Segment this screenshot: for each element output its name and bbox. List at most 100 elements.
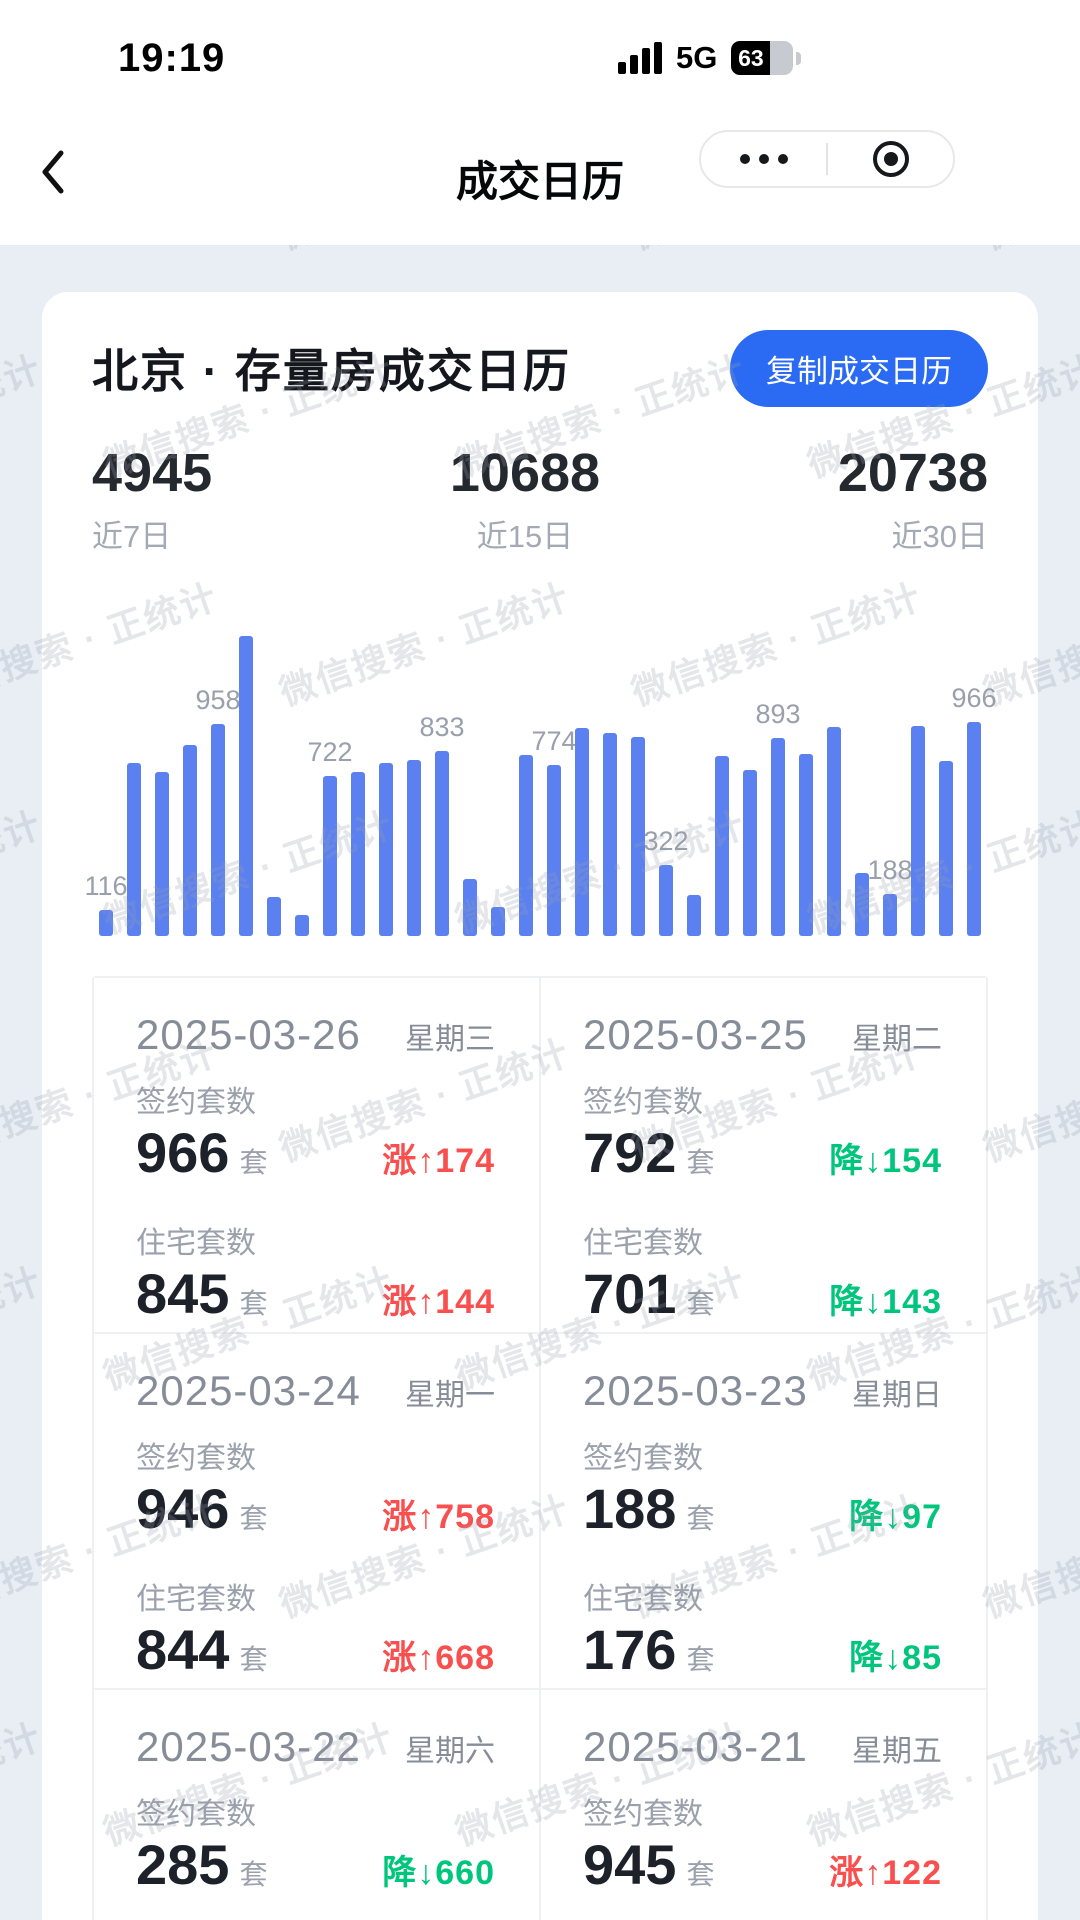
chart-bar bbox=[155, 772, 169, 937]
change-word: 降 bbox=[829, 1142, 865, 1181]
chart-bar bbox=[827, 727, 841, 937]
chart-bar-slot: 774 bbox=[531, 726, 577, 937]
chart-bar-slot bbox=[680, 895, 708, 937]
chart-bar-slot: 116 bbox=[84, 871, 128, 937]
metric-label: 签约套数 bbox=[136, 1442, 256, 1476]
chart-bar bbox=[547, 765, 561, 937]
chart-bar-slot bbox=[484, 907, 512, 937]
card-date-row: 2025-03-21 星期五 bbox=[583, 1724, 942, 1770]
summary-label: 近30日 bbox=[891, 519, 988, 555]
metric-change: 涨↑174 bbox=[382, 1130, 495, 1192]
status-bar: 19:19 5G 63 bbox=[0, 0, 1080, 100]
summary-value: 10688 bbox=[449, 443, 601, 503]
card-date: 2025-03-25 bbox=[583, 1011, 808, 1059]
metric-value-group: 845 套 bbox=[136, 1263, 268, 1332]
chart-bar bbox=[407, 760, 421, 937]
chart-bar-slot bbox=[148, 772, 176, 937]
nav-bar: 成交日历 bbox=[0, 100, 1080, 245]
chart-bar bbox=[239, 636, 253, 937]
metric-unit: 套 bbox=[686, 1288, 715, 1320]
card-weekday: 星期二 bbox=[852, 1023, 942, 1057]
metric-label: 签约套数 bbox=[583, 1086, 703, 1120]
metric-change: 降↓154 bbox=[829, 1130, 942, 1192]
metric-change: 降↓660 bbox=[382, 1842, 495, 1904]
chart-bar-label: 188 bbox=[867, 855, 913, 886]
summary-row: 4945 近7日 10688 近15日 20738 近30日 bbox=[92, 443, 988, 556]
day-card: 2025-03-26 星期三 签约套数 966 套涨↑174 住宅套数 845 套涨↑144 bbox=[94, 978, 541, 1335]
chart-bar bbox=[967, 722, 981, 937]
card-weekday: 星期三 bbox=[405, 1023, 495, 1057]
chart-bar-slot bbox=[260, 897, 288, 937]
metric-value-group: 946 套 bbox=[136, 1478, 267, 1555]
miniprogram-capsule bbox=[699, 130, 955, 188]
chart-bar-slot bbox=[176, 745, 204, 937]
change-word: 降 bbox=[382, 1854, 418, 1893]
metric-row: 945 套 涨↑122 bbox=[583, 1834, 942, 1911]
chart-bar-slot bbox=[372, 763, 400, 937]
close-home-button[interactable] bbox=[828, 132, 953, 186]
metric-value: 285 bbox=[136, 1833, 230, 1897]
chart-bar-slot bbox=[820, 727, 848, 937]
metric-row: 946 套 涨↑758 bbox=[136, 1478, 495, 1555]
chevron-left-icon bbox=[42, 150, 64, 194]
change-word: 降 bbox=[829, 1283, 865, 1322]
metric-value-group: 285 套 bbox=[136, 1834, 267, 1911]
change-word: 降 bbox=[849, 1639, 885, 1678]
chart-bar-slot: 722 bbox=[307, 737, 353, 937]
metric-unit: 套 bbox=[686, 1147, 715, 1179]
chart-bar bbox=[855, 873, 869, 937]
metric-change: 降↓85 bbox=[849, 1627, 942, 1688]
chart-bar-label: 966 bbox=[951, 683, 997, 714]
chart-bar bbox=[883, 894, 897, 937]
back-button[interactable] bbox=[38, 144, 82, 200]
metric-change: 涨↑668 bbox=[382, 1627, 495, 1688]
chart-bar-slot bbox=[400, 760, 428, 937]
watermark-text: 微信搜索 · 正统计 bbox=[0, 347, 48, 485]
chart-bar-slot bbox=[344, 772, 372, 937]
card-date: 2025-03-26 bbox=[136, 1011, 361, 1059]
metric-value: 946 bbox=[136, 1477, 230, 1541]
chart-bar bbox=[631, 737, 645, 937]
chart-bar bbox=[519, 755, 533, 937]
chart-bar-slot bbox=[512, 755, 540, 937]
metric-label: 签约套数 bbox=[136, 1798, 256, 1832]
metric-value: 701 bbox=[583, 1262, 677, 1326]
metric-change: 降↓97 bbox=[849, 1486, 942, 1548]
chart-bar bbox=[211, 724, 225, 937]
day-card: 2025-03-25 星期二 签约套数 792 套降↓154 住宅套数 701 套降↓143 bbox=[541, 978, 988, 1335]
metric-change: 涨↑144 bbox=[382, 1271, 495, 1332]
copy-calendar-button[interactable]: 复制成交日历 bbox=[730, 329, 988, 407]
change-amount: 122 bbox=[882, 1854, 942, 1893]
metric-value-group: 844 套 bbox=[136, 1618, 267, 1688]
battery-percent: 63 bbox=[731, 41, 771, 75]
metric-label: 住宅套数 bbox=[583, 1227, 703, 1261]
metric-unit: 套 bbox=[239, 1288, 268, 1320]
change-arrow-icon: ↓ bbox=[417, 1854, 436, 1893]
more-button[interactable] bbox=[701, 132, 826, 186]
card-date-row: 2025-03-22 星期六 bbox=[136, 1724, 495, 1770]
chart-bar-label: 722 bbox=[307, 737, 353, 768]
metric-value-group: 966 套 bbox=[136, 1122, 267, 1199]
card-weekday: 星期六 bbox=[405, 1735, 495, 1769]
chart-bar bbox=[267, 897, 281, 937]
card-date-row: 2025-03-26 星期三 bbox=[136, 1012, 495, 1058]
change-amount: 85 bbox=[902, 1639, 942, 1678]
change-word: 涨 bbox=[382, 1639, 418, 1678]
day-cards-grid: 2025-03-26 星期三签约套数 966 套 涨↑174 住宅套数 845 套 涨↑144 2… bbox=[92, 976, 988, 1920]
chart-bar bbox=[491, 907, 505, 937]
chart-bar-slot bbox=[288, 915, 316, 937]
status-indicators: 5G 63 bbox=[618, 40, 802, 76]
change-amount: 668 bbox=[435, 1639, 495, 1678]
metric-change: 降↓143 bbox=[829, 1271, 942, 1332]
metric-value: 844 bbox=[136, 1618, 230, 1682]
card-date-row: 2025-03-24 星期一 bbox=[136, 1368, 495, 1414]
chart-bar-slot bbox=[848, 873, 876, 937]
card-weekday: 星期五 bbox=[852, 1735, 942, 1769]
metric-row: 188 套 降↓97 bbox=[583, 1478, 942, 1555]
chart-bar bbox=[799, 754, 813, 937]
card-weekday: 星期一 bbox=[405, 1379, 495, 1413]
watermark-text: 微信搜索 · 正统计 bbox=[0, 1259, 48, 1397]
change-arrow-icon: ↓ bbox=[884, 1498, 903, 1537]
chart-bar-label: 893 bbox=[755, 699, 801, 730]
